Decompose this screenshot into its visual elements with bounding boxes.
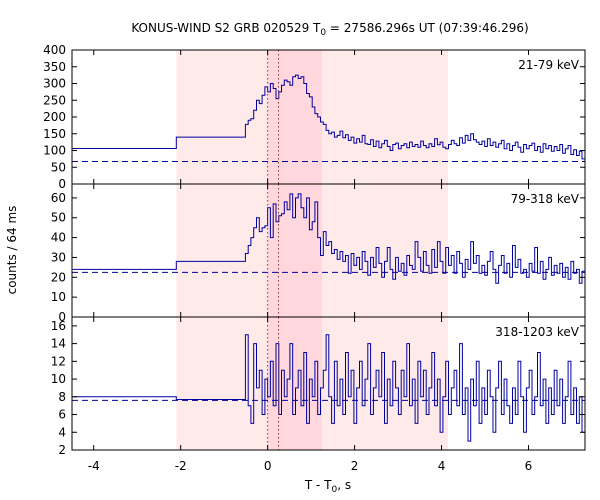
lightcurve-series — [72, 193, 586, 284]
y-tick-label: 8 — [58, 390, 66, 404]
y-tick-label: 250 — [43, 93, 66, 107]
y-tick-label: 200 — [43, 110, 66, 124]
chart-title: KONUS-WIND S2 GRB 020529 T0 = 27586.296s… — [131, 21, 528, 38]
x-tick-label: 0 — [264, 459, 272, 473]
lightcurve-series — [72, 334, 586, 442]
shaded-interval-inner — [267, 50, 322, 450]
lightcurve-series — [72, 74, 586, 160]
y-tick-label: 350 — [43, 60, 66, 74]
x-tick-label: 2 — [351, 459, 359, 473]
energy-band-label: 21-79 keV — [518, 58, 580, 72]
x-tick-label: 6 — [525, 459, 533, 473]
energy-band-label: 318-1203 keV — [495, 325, 579, 339]
y-tick-label: 150 — [43, 127, 66, 141]
title-subscript: 0 — [320, 28, 326, 38]
axes-layer — [71, 49, 586, 451]
x-tick-label: 4 — [438, 459, 446, 473]
y-tick-label: 14 — [51, 337, 66, 351]
y-tick-label: 20 — [51, 270, 66, 284]
panel-frame — [71, 316, 586, 451]
series-layer — [72, 50, 586, 450]
y-tick-label: 6 — [58, 408, 66, 422]
y-tick-label: 12 — [51, 354, 66, 368]
x-axis-title: T - T0, s — [304, 478, 351, 495]
y-tick-label: 60 — [51, 191, 66, 205]
y-tick-label: 0 — [58, 177, 66, 191]
x-tick-label: -2 — [175, 459, 187, 473]
energy-band-label: 79-318 keV — [511, 192, 580, 206]
y-tick-label: 300 — [43, 77, 66, 91]
y-tick-label: 10 — [51, 290, 66, 304]
y-tick-label: 10 — [51, 372, 66, 386]
x-axis-title-subscript: 0 — [332, 485, 338, 495]
y-tick-label: 4 — [58, 425, 66, 439]
y-tick-label: 50 — [51, 160, 66, 174]
y-tick-label: 50 — [51, 211, 66, 225]
y-tick-label: 16 — [51, 319, 66, 333]
y-tick-label: 30 — [51, 250, 66, 264]
y-tick-label: 40 — [51, 231, 66, 245]
labels-layer: KONUS-WIND S2 GRB 020529 T0 = 27586.296s… — [5, 21, 580, 495]
y-tick-label: 400 — [43, 43, 66, 57]
y-tick-label: 2 — [58, 443, 66, 457]
y-tick-label: 100 — [43, 144, 66, 158]
y-axis-title: counts / 64 ms — [5, 206, 19, 295]
x-tick-label: -4 — [88, 459, 100, 473]
y-tick-label: 0 — [58, 310, 66, 324]
